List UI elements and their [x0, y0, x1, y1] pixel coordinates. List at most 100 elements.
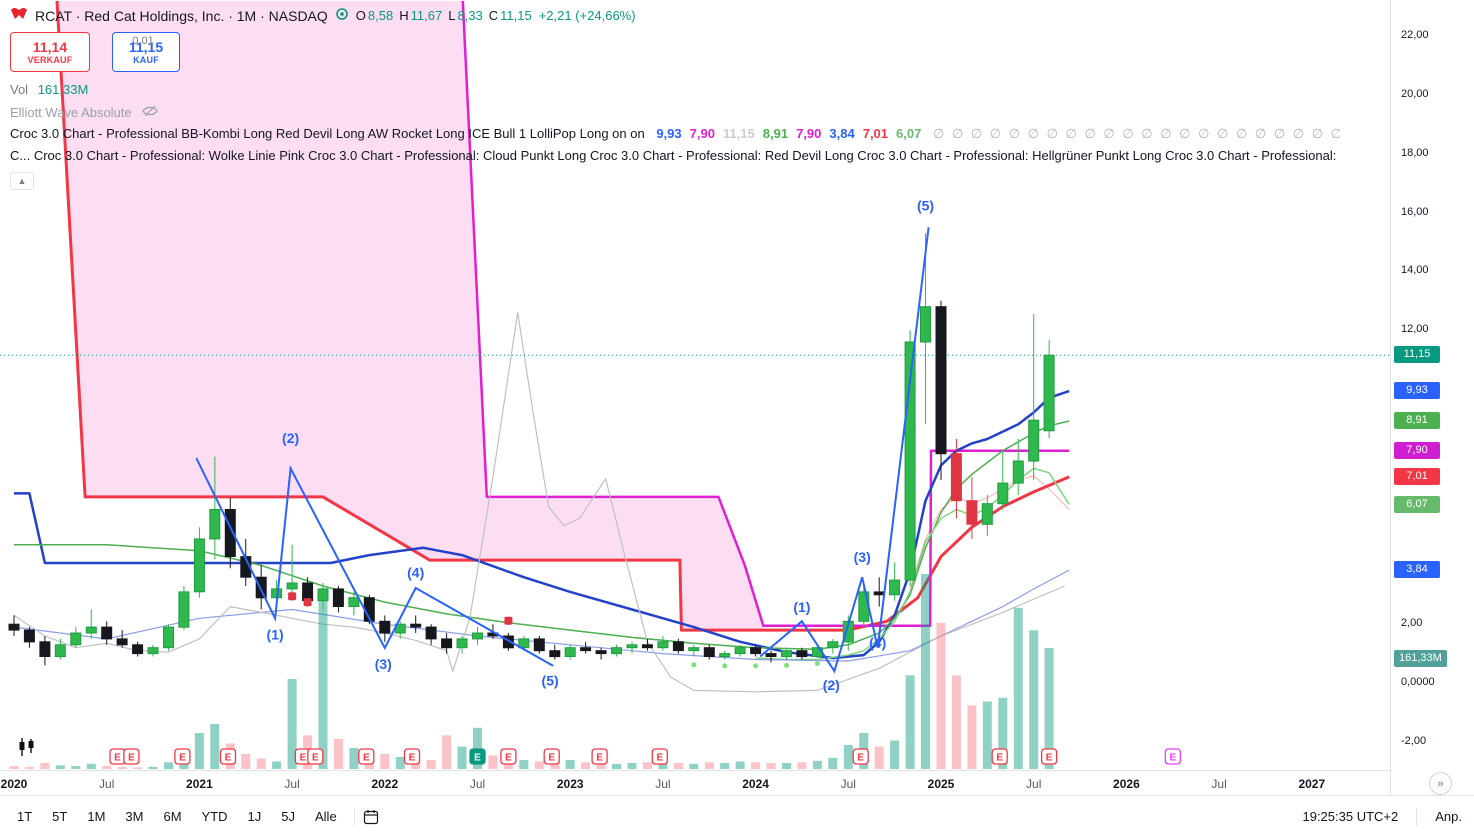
svg-text:E: E — [300, 753, 307, 764]
wave-label: (4) — [407, 565, 424, 581]
toolbar-right: 19:25:35 UTC+2 Anp. — [1302, 807, 1474, 826]
range-button-ytd[interactable]: YTD — [201, 809, 228, 824]
price-axis[interactable]: » 22,00 20,00 18,00 16,00 14,00 12,00 2,00 0,00… — [1390, 0, 1474, 795]
time-axis-label: 2025 — [928, 777, 955, 791]
ohlc-value: 8,58 — [367, 8, 394, 23]
earnings-badge — [403, 748, 421, 765]
time-axis-label: Jul — [841, 777, 856, 791]
go-to-realtime-button[interactable]: » — [1429, 772, 1452, 795]
range-button-1j[interactable]: 1J — [247, 809, 262, 824]
croc-value: 3,84 — [829, 126, 855, 141]
range-button-1m[interactable]: 1M — [87, 809, 106, 824]
volume-value: 161,33M — [37, 82, 89, 97]
clock-value[interactable]: 19:25:35 UTC+2 — [1302, 809, 1399, 824]
svg-text:E: E — [114, 753, 121, 764]
sell-price: 11,14 — [32, 38, 68, 55]
range-button-1t[interactable]: 1T — [17, 809, 33, 824]
ohlc-key: H — [399, 8, 409, 23]
time-axis-label: 2020 — [1, 777, 28, 791]
earnings-badge — [991, 748, 1008, 765]
adjust-button[interactable]: Anp. — [1435, 809, 1462, 824]
indicator-row-elliott[interactable]: Elliott Wave Absolute — [10, 105, 1340, 120]
bottom-toolbar: 1T 5T 1M 3M 6M YTD 1J 5J Alle 19:25:35 UTC+2 Anp… — [0, 795, 1474, 837]
time-axis-label: 2027 — [1298, 777, 1325, 791]
symbol-title[interactable]: RCAT · Red Cat Holdings, Inc. · 1M · NAS… — [35, 7, 328, 24]
buy-price: 11,15 — [128, 38, 164, 55]
croc-value: 7,90 — [796, 126, 822, 141]
price-axis-tick: 18,00 — [1401, 146, 1429, 159]
eye-off-icon[interactable] — [141, 105, 158, 120]
volume-bars — [9, 574, 1054, 770]
legend-collapse-button[interactable]: ▲ — [10, 172, 34, 190]
earnings-badge — [307, 748, 324, 765]
symbol-header-row[interactable]: RCAT · Red Cat Holdings, Inc. · 1M · NAS… — [10, 6, 1340, 25]
earnings-badge — [219, 748, 237, 765]
red-devil-marker — [288, 592, 297, 601]
price-tag: 161,33M — [1394, 650, 1447, 667]
spread-value: 0,01 — [132, 35, 154, 47]
svg-text:E: E — [128, 753, 135, 764]
earnings-badge — [174, 748, 191, 765]
svg-text:E: E — [1169, 753, 1176, 764]
wave-label: (2) — [823, 677, 840, 693]
green-dot-marker — [784, 662, 789, 668]
price-axis-tick: 16,00 — [1401, 205, 1429, 218]
range-button-5j[interactable]: 5J — [281, 809, 295, 824]
buy-label: KAUF — [133, 54, 159, 65]
indicator-row-croc-sources[interactable]: C... Croc 3.0 Chart - Professional: Wolk… — [10, 148, 1340, 163]
chevron-up-icon: ▲ — [17, 176, 27, 186]
chart-plot-area[interactable]: (1) (2) (3) (4) (5) (1) (2) (3) (4) (5) E E E E E E E E E E… — [0, 0, 1390, 795]
price-axis-tick: 20,00 — [1401, 88, 1429, 100]
market-status-icon[interactable] — [335, 7, 349, 24]
range-button-5t[interactable]: 5T — [52, 809, 68, 824]
buy-button[interactable]: 11,15 KAUF — [112, 32, 180, 72]
time-axis[interactable]: 2020 Jul 2021 Jul 2022 Jul 2023 Jul 2024 Jul 2025 J… — [1, 777, 1326, 791]
earnings-badge — [651, 748, 668, 765]
time-axis-label: Jul — [99, 777, 114, 791]
svg-text:E: E — [1046, 753, 1053, 764]
bb-cloud — [57, 0, 764, 631]
trade-buttons: 11,14 VERKAUF 11,15 KAUF 0,01 — [10, 32, 1340, 72]
wave-label: (1) — [793, 599, 810, 615]
price-axis-tick: -2,00 — [1401, 734, 1427, 747]
price-tag: 9,93 — [1394, 382, 1440, 400]
indicator-row-croc[interactable]: Croc 3.0 Chart - Professional BB-Kombi L… — [10, 126, 1340, 142]
line-grey-indicator — [13, 312, 1065, 693]
svg-text:E: E — [474, 753, 481, 764]
svg-text:E: E — [656, 753, 663, 764]
range-button-3m[interactable]: 3M — [125, 809, 144, 824]
svg-text:E: E — [505, 753, 512, 764]
price-axis-tick: 2,00 — [1401, 617, 1423, 630]
sell-button[interactable]: 11,14 VERKAUF — [10, 32, 90, 72]
wave-label: (4) — [869, 634, 886, 650]
price-axis-tick: 0,0000 — [1401, 676, 1435, 688]
svg-text:E: E — [857, 753, 864, 764]
croc-indicator-title: Croc 3.0 Chart - Professional BB-Kombi L… — [10, 126, 645, 141]
green-dot-marker — [722, 663, 728, 669]
price-tag: 11,15 — [1394, 346, 1440, 364]
wave-label: (1) — [267, 626, 284, 642]
ohlc-key: L — [448, 8, 456, 23]
range-button-alle[interactable]: Alle — [315, 809, 337, 824]
earnings-badge — [852, 748, 869, 765]
ohlc-key: C — [488, 8, 499, 23]
ohlc-key: O — [355, 8, 366, 23]
elliott-wave-drawing[interactable]: (1) (2) (3) (4) (5) (1) (2) (3) (4) (5) — [195, 198, 934, 693]
svg-text:E: E — [596, 753, 603, 764]
time-axis-label: 2023 — [557, 777, 584, 791]
earnings-badge — [543, 748, 560, 765]
range-button-6m[interactable]: 6M — [163, 809, 182, 824]
red-devil-marker — [303, 598, 312, 607]
price-chart[interactable]: (1)(2)(3)(4)(5)(1)(2)(3)(4)(5)E E E E E E E E E E… — [0, 0, 1390, 795]
croc-indicator-values: 9,93 7,90 11,15 8,91 7,90 3,84 7,01 6,07 — [648, 126, 921, 141]
instrument-logo-icon — [10, 6, 28, 25]
earnings-badge — [469, 748, 486, 765]
wave-label: (2) — [282, 430, 299, 446]
wave-label: (5) — [917, 198, 934, 214]
price-axis-tick: 12,00 — [1401, 323, 1429, 336]
croc-empty-values: ∅ ∅ ∅ ∅ ∅ ∅ ∅ ∅ ∅ ∅ ∅ ∅ ∅ ∅ ∅ ∅ ∅ ∅ ∅ ∅ … — [932, 126, 1340, 141]
ohlc-value: 11,15 — [500, 8, 532, 23]
go-to-date-icon[interactable] — [363, 809, 379, 825]
